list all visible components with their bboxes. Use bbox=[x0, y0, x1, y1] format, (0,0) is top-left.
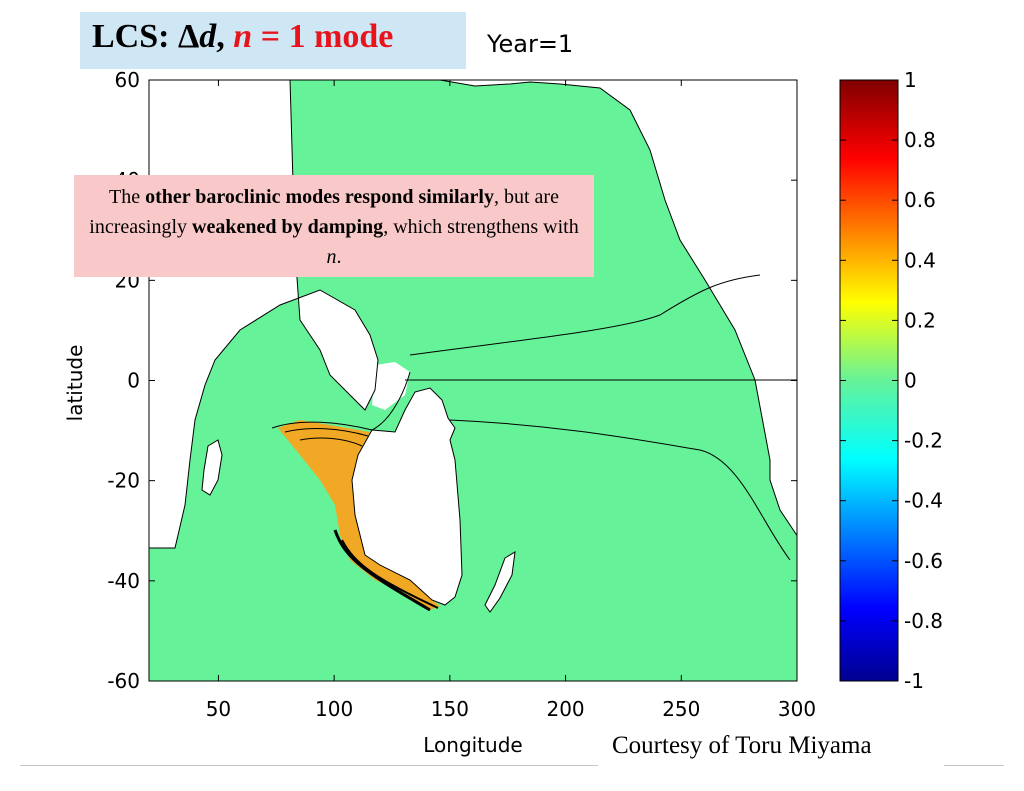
contour-lines bbox=[271, 274, 797, 612]
colorbar-axis: 1 0.8 0.6 0.4 0.2 0 -0.2 -0.4 -0.6 -0.8 -1 bbox=[840, 68, 943, 693]
title-mode: n = 1 mode bbox=[233, 18, 394, 55]
colorbar-tick-label: -0.4 bbox=[904, 489, 943, 513]
note-text-4: . bbox=[336, 246, 342, 268]
note-text-3: , which strengthens with bbox=[383, 216, 579, 238]
x-tick-label: 50 bbox=[206, 697, 231, 721]
footer-rule-left bbox=[20, 765, 598, 766]
slide-title: LCS: Δd, n = 1 mode bbox=[92, 18, 393, 56]
y-tick-label: 60 bbox=[115, 68, 140, 92]
y-tick-label: 0 bbox=[127, 369, 140, 393]
colorbar-tick-label: -0.2 bbox=[904, 429, 943, 453]
note-text-2: , but are increasingly bbox=[89, 186, 559, 238]
y-tick-label: -60 bbox=[107, 669, 140, 693]
contour-line bbox=[284, 428, 369, 437]
colorbar-tick-label: 0.8 bbox=[904, 128, 936, 152]
annotation-box: The other baroclinic modes respond simil… bbox=[74, 175, 594, 277]
colorbar-tick-label: 0.4 bbox=[904, 248, 936, 272]
africa-coast bbox=[149, 80, 379, 549]
y-tick-label: -40 bbox=[107, 569, 140, 593]
colorbar bbox=[839, 79, 899, 682]
new-zealand-land bbox=[485, 552, 515, 612]
year-label: Year=1 bbox=[487, 30, 574, 58]
courtesy-credit: Courtesy of Toru Miyama bbox=[612, 732, 872, 759]
map-field bbox=[149, 80, 797, 681]
contour-line bbox=[333, 529, 431, 612]
australia-coast bbox=[351, 387, 463, 606]
y-tick-label: -20 bbox=[107, 469, 140, 493]
madagascar-coast bbox=[201, 439, 223, 496]
note-bold-1: other baroclinic modes respond similarly bbox=[145, 186, 494, 208]
colorbar-tick-label: -1 bbox=[904, 669, 924, 693]
footer-rule-right bbox=[944, 765, 1004, 766]
indonesia-land bbox=[372, 362, 410, 410]
anomaly-region bbox=[278, 420, 440, 610]
colorbar-tick-label: 1 bbox=[904, 68, 917, 92]
title-var-d: d bbox=[199, 18, 217, 55]
x-axis: 50 100 150 200 250 300 bbox=[206, 80, 816, 721]
contour-line bbox=[341, 539, 439, 609]
note-bold-2: weakened by damping bbox=[192, 216, 384, 238]
note-text-1: The bbox=[109, 186, 146, 208]
x-tick-label: 300 bbox=[778, 697, 816, 721]
x-tick-label: 200 bbox=[546, 697, 584, 721]
colorbar-tick-label: -0.8 bbox=[904, 609, 943, 633]
note-italic-n: n bbox=[326, 246, 337, 268]
title-prefix: LCS: Δ bbox=[92, 18, 200, 55]
title-comma: , bbox=[216, 18, 225, 55]
y-axis-label: latitude bbox=[63, 345, 87, 422]
contour-line bbox=[271, 421, 373, 431]
contour-line bbox=[299, 437, 363, 447]
colorbar-tick-label: 0.6 bbox=[904, 188, 936, 212]
x-tick-label: 100 bbox=[315, 697, 353, 721]
colorbar-tick-label: 0.2 bbox=[904, 308, 936, 332]
colorbar-tick-label: 0 bbox=[904, 369, 917, 393]
contour-line bbox=[449, 419, 791, 561]
colorbar-tick-label: -0.6 bbox=[904, 549, 943, 573]
x-tick-label: 150 bbox=[431, 697, 469, 721]
contour-line bbox=[409, 274, 761, 356]
coastlines bbox=[149, 80, 797, 613]
australia-land bbox=[352, 388, 462, 605]
new-zealand-coast bbox=[484, 551, 516, 613]
title-box bbox=[80, 12, 466, 69]
x-tick-label: 250 bbox=[662, 697, 700, 721]
x-axis-label: Longitude bbox=[423, 733, 522, 757]
contour-line bbox=[371, 371, 411, 431]
y-axis: 6040200-20-40-60 bbox=[107, 68, 797, 693]
asia-east-coast bbox=[439, 80, 797, 537]
